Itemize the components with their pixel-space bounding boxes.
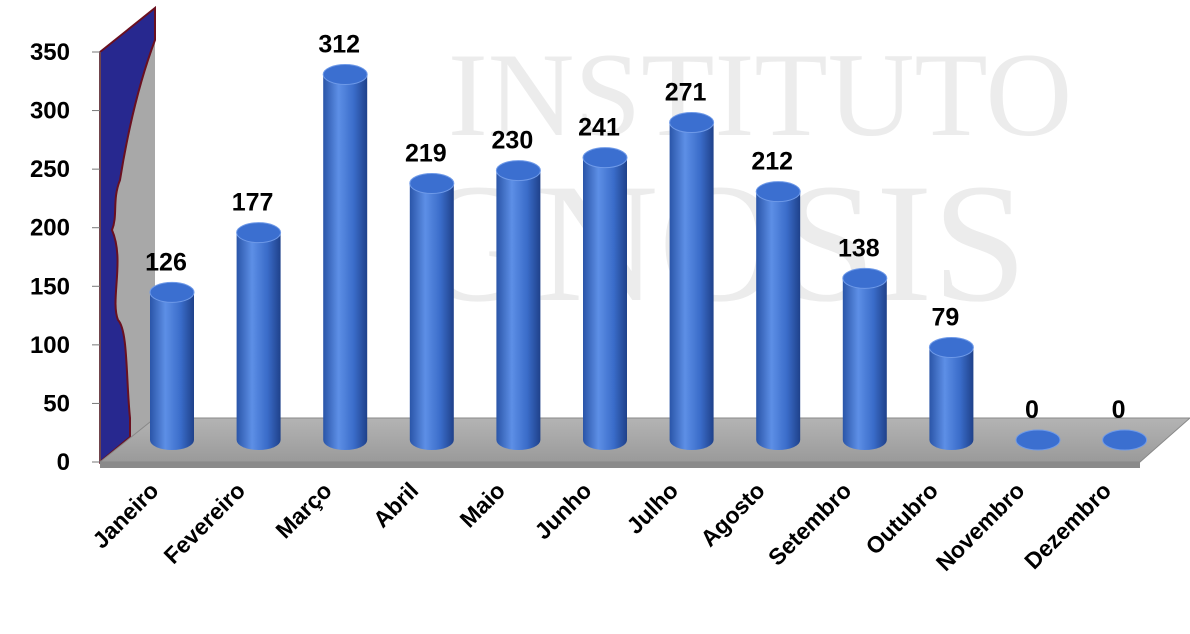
bar	[583, 148, 627, 450]
value-label: 79	[931, 303, 959, 331]
value-label: 212	[751, 148, 793, 176]
chart: INSTITUTOGNOSIS 050100150200250300350126…	[0, 0, 1190, 629]
bar-cap	[237, 223, 281, 243]
watermark-text: INSTITUTO	[448, 28, 1072, 161]
x-tick-label: Maio	[455, 477, 510, 532]
y-tick-label: 350	[30, 39, 70, 66]
bar	[150, 282, 194, 450]
x-tick-label: Fevereiro	[159, 477, 251, 569]
y-tick-label: 250	[30, 156, 70, 183]
bar	[410, 173, 454, 450]
floor-edge	[100, 462, 1140, 468]
value-label: 138	[838, 234, 880, 262]
x-tick-label: Novembro	[931, 477, 1030, 576]
bar-cap	[843, 268, 887, 288]
x-tick-label: Abril	[368, 477, 423, 532]
x-tick-label: Julho	[621, 477, 683, 539]
value-label: 271	[665, 79, 707, 107]
value-label: 126	[145, 248, 187, 276]
bar-cap	[150, 282, 194, 302]
x-tick-label: Agosto	[695, 477, 769, 551]
bar-cap	[756, 182, 800, 202]
bar-cap	[670, 113, 714, 133]
bar	[496, 161, 540, 450]
y-tick-label: 50	[43, 390, 70, 417]
x-tick-label: Outubro	[860, 477, 943, 560]
x-tick-label: Dezembro	[1019, 477, 1116, 574]
page: {"chart_data": {"type": "bar3d", "waterm…	[0, 0, 1190, 634]
y-tick-label: 300	[30, 98, 70, 125]
x-tick-label: Março	[270, 477, 336, 543]
bar-cap	[323, 65, 367, 85]
bar-cap	[410, 173, 454, 193]
y-tick-label: 0	[57, 449, 70, 476]
value-label: 219	[405, 139, 447, 167]
bar	[237, 223, 281, 450]
bar-cap	[1016, 430, 1060, 450]
x-tick-label: Junho	[529, 477, 596, 544]
bar-cap	[1103, 430, 1147, 450]
bar	[843, 268, 887, 450]
value-label: 230	[492, 127, 534, 155]
bar-cap	[583, 148, 627, 168]
x-tick-label: Janeiro	[87, 477, 163, 553]
y-tick-label: 200	[30, 215, 70, 242]
y-tick-label: 150	[30, 273, 70, 300]
bar-cap	[496, 161, 540, 181]
x-tick-label: Setembro	[763, 477, 856, 570]
bar	[756, 182, 800, 450]
bar	[670, 113, 714, 450]
value-label: 241	[578, 114, 620, 142]
value-label: 312	[318, 31, 360, 59]
value-label: 0	[1112, 396, 1126, 424]
bar-cap	[929, 337, 973, 357]
bar	[323, 65, 367, 450]
value-label: 0	[1025, 396, 1039, 424]
value-label: 177	[232, 189, 274, 217]
y-tick-label: 100	[30, 332, 70, 359]
